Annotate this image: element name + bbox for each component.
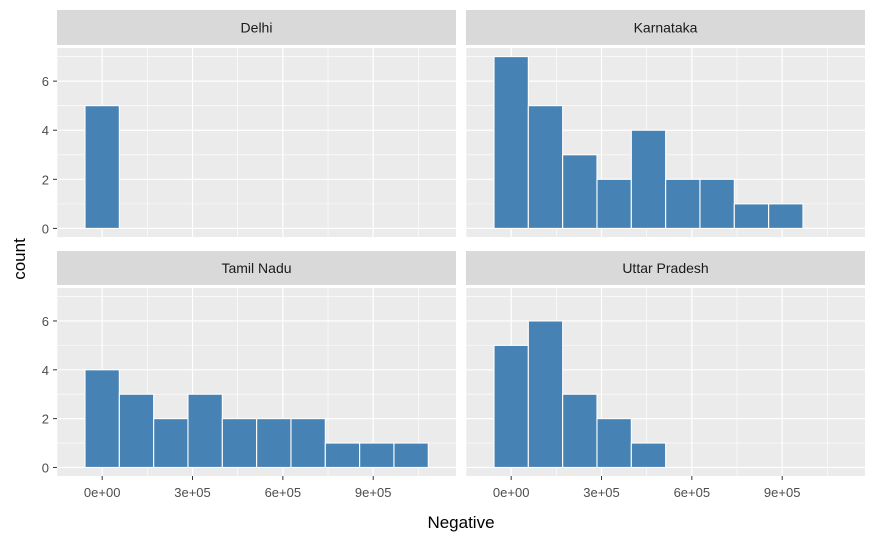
histogram-bar (699, 178, 735, 229)
histogram-bar (630, 129, 667, 229)
histogram-bar (596, 178, 632, 229)
histogram-bar (84, 105, 120, 229)
facet-strip (57, 251, 456, 285)
histogram-bar (733, 203, 770, 229)
histogram-bar (630, 442, 667, 469)
histogram-bar (324, 442, 361, 469)
facet-strip-label: Uttar Pradesh (622, 260, 708, 276)
y-tick-label: 0 (42, 221, 49, 236)
facet-strip-label: Karnataka (634, 20, 698, 36)
histogram-bar (562, 154, 598, 229)
facet-strip (57, 10, 456, 45)
x-tick-label: 9e+05 (764, 485, 801, 500)
histogram-bar (665, 178, 701, 229)
histogram-bar (527, 105, 564, 229)
histogram-bar (359, 442, 395, 469)
histogram-bar (290, 418, 326, 469)
facet-strip-label: Tamil Nadu (221, 260, 291, 276)
histogram-bar (256, 418, 292, 469)
histogram-bar (527, 320, 564, 469)
y-tick-label: 6 (42, 74, 49, 89)
y-tick-label: 6 (42, 314, 49, 329)
x-axis-labels: 0e+00 3e+05 6e+05 9e+05 0e+00 3e+05 6e+05 9e+05 (84, 476, 801, 500)
x-tick-label: 9e+05 (355, 485, 392, 500)
x-tick-label: 3e+05 (583, 485, 620, 500)
facet-karnataka: Karnataka (465, 10, 865, 237)
x-axis-title: Negative (427, 513, 494, 532)
y-tick-label: 2 (42, 412, 49, 427)
facet-delhi: Delhi (56, 10, 456, 237)
facet-grid: Delhi Karnataka Tamil Nadu Uttar Pradesh (56, 10, 865, 476)
facet-strip (466, 10, 865, 45)
y-axis-title: count (10, 238, 29, 280)
histogram-bar (118, 393, 155, 469)
x-tick-label: 6e+05 (265, 485, 302, 500)
y-tick-label: 2 (42, 172, 49, 187)
histogram-bar (393, 442, 429, 469)
x-tick-label: 6e+05 (674, 485, 711, 500)
panel-background (57, 48, 456, 237)
histogram-bar (768, 203, 804, 229)
x-tick-label: 0e+00 (493, 485, 530, 500)
y-tick-label: 0 (42, 460, 49, 475)
histogram-bar (493, 344, 529, 469)
y-tick-label: 4 (42, 363, 49, 378)
histogram-bar (596, 418, 632, 469)
x-tick-label: 0e+00 (84, 485, 121, 500)
facet-uttar-pradesh: Uttar Pradesh (465, 251, 865, 476)
histogram-bar (153, 418, 189, 469)
facet-strip (466, 251, 865, 285)
facet-tamil-nadu: Tamil Nadu (56, 251, 456, 476)
histogram-bar (562, 393, 598, 469)
histogram-bar (187, 393, 223, 469)
facet-strip-label: Delhi (241, 20, 273, 36)
histogram-bar (493, 56, 529, 229)
y-tick-label: 4 (42, 123, 49, 138)
x-tick-label: 3e+05 (174, 485, 211, 500)
histogram-bar (221, 418, 258, 469)
histogram-bar (84, 369, 120, 469)
y-axis-labels: 0 2 4 6 0 2 4 6 (42, 74, 57, 475)
